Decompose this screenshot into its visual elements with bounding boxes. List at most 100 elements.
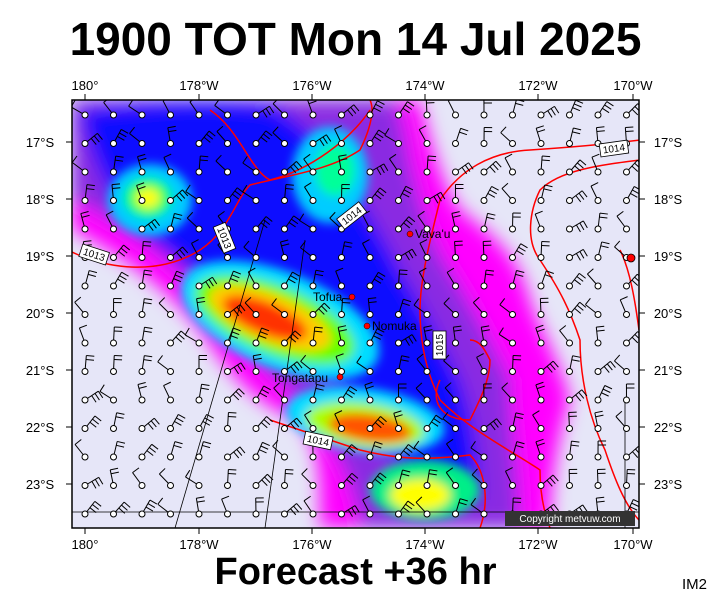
wind-barb-feather	[230, 335, 238, 339]
wind-station	[252, 197, 260, 204]
wind-barb-feather	[349, 386, 358, 392]
wind-barb-feather	[581, 190, 588, 198]
wind-barb-feather	[74, 296, 82, 303]
wind-station	[509, 225, 516, 233]
wind-barb-feather	[489, 189, 497, 195]
wind-station	[366, 168, 374, 176]
wind-station	[537, 368, 545, 375]
wind-station	[623, 282, 630, 290]
wind-station	[81, 368, 89, 375]
wind-station	[224, 111, 231, 119]
rainfall-field	[72, 100, 639, 528]
wind-station	[480, 225, 488, 233]
wind-station	[623, 197, 630, 204]
wind-barb-feather	[206, 413, 214, 419]
wind-barb-feather	[86, 184, 95, 187]
wind-barb-feather	[404, 104, 413, 110]
wind-barb-feather	[244, 296, 252, 304]
lat-label-right-19S: 19°S	[654, 249, 683, 264]
place-marker-tofua	[348, 293, 356, 301]
wind-barb-feather	[347, 389, 355, 395]
wind-barb-feather	[576, 276, 584, 282]
wind-barb-feather	[293, 505, 300, 513]
wind-barb-feather	[417, 210, 425, 217]
wind-station	[623, 482, 630, 489]
wind-station	[138, 168, 146, 176]
wind-barb-feather	[196, 500, 205, 503]
wind-barb-feather	[289, 336, 297, 343]
lon-label-top-178W: 178°W	[179, 78, 219, 93]
wind-barb-feather	[348, 447, 356, 454]
wind-barb-feather	[601, 241, 610, 245]
wind-barb-feather	[293, 420, 300, 428]
wind-barb-feather	[90, 138, 97, 145]
wind-barbs	[72, 100, 639, 518]
wind-barb-feather	[239, 304, 246, 312]
wind-station	[138, 368, 146, 375]
wind-station	[452, 282, 459, 290]
wind-barb-feather	[377, 419, 385, 426]
wind-barb-feather	[173, 278, 182, 283]
wind-station	[195, 197, 203, 204]
wind-barb-feather	[368, 301, 377, 304]
wind-station	[224, 254, 231, 261]
wind-barb-feather	[436, 194, 442, 202]
wind-barb-feather	[293, 363, 300, 371]
copyright-text: Copyright metvuw.com	[519, 514, 620, 525]
wind-barb-feather	[137, 186, 146, 190]
wind-station	[281, 197, 288, 204]
wind-barb-feather	[201, 383, 210, 386]
wind-station	[366, 140, 374, 147]
wind-barb-feather	[285, 188, 294, 190]
wind-barb-feather	[453, 325, 462, 328]
lat-label-right-20S: 20°S	[654, 306, 683, 321]
wind-barb-feather	[535, 381, 544, 386]
wind-barb-feather	[346, 450, 354, 457]
lat-label-left-19S: 19°S	[26, 249, 55, 264]
forecast-label: Forecast +36 hr	[214, 551, 497, 593]
wind-station	[110, 140, 117, 147]
wind-station	[252, 396, 260, 404]
wind-barb-feather	[237, 364, 243, 372]
wind-barb-feather	[411, 248, 417, 257]
wind-station	[509, 282, 516, 290]
wind-barb-feather	[433, 196, 439, 204]
wind-station	[623, 368, 630, 375]
wind-barb-feather	[537, 129, 546, 133]
wind-barb-feather	[242, 156, 248, 164]
wind-barb-feather	[179, 192, 186, 199]
wind-barb-feather	[378, 129, 386, 135]
wind-barb-feather	[290, 423, 297, 430]
place-marker-east	[626, 253, 636, 263]
wind-barb-feather	[415, 382, 423, 389]
wind-station	[509, 168, 516, 176]
wind-station	[252, 311, 260, 318]
wind-station	[309, 339, 317, 347]
wind-station	[423, 425, 431, 432]
wind-barb-feather	[629, 506, 638, 511]
wind-station	[623, 396, 630, 404]
wind-barb-feather	[138, 157, 147, 161]
wind-barb-feather	[202, 444, 211, 449]
wind-station	[309, 311, 317, 318]
wind-barb-feather	[334, 125, 342, 130]
wind-station	[594, 111, 602, 119]
wind-barb-feather	[260, 422, 268, 429]
wind-station	[566, 111, 573, 119]
lat-label-right-17S: 17°S	[654, 135, 683, 150]
wind-barb-feather	[536, 125, 544, 129]
wind-barb-feather	[144, 326, 153, 329]
wind-barb-feather	[550, 108, 556, 116]
wind-barb-feather	[182, 189, 189, 197]
wind-barb-feather	[579, 301, 587, 308]
wind-barb-feather	[98, 477, 104, 485]
wind-barb-feather	[356, 355, 362, 363]
wind-station	[138, 425, 146, 432]
wind-station	[110, 254, 117, 261]
wind-station	[167, 197, 174, 204]
wind-barb-feather	[378, 271, 386, 277]
wind-station	[252, 254, 260, 261]
wind-station	[309, 425, 317, 432]
wind-barb-feather	[318, 308, 325, 315]
wind-station	[81, 396, 89, 404]
